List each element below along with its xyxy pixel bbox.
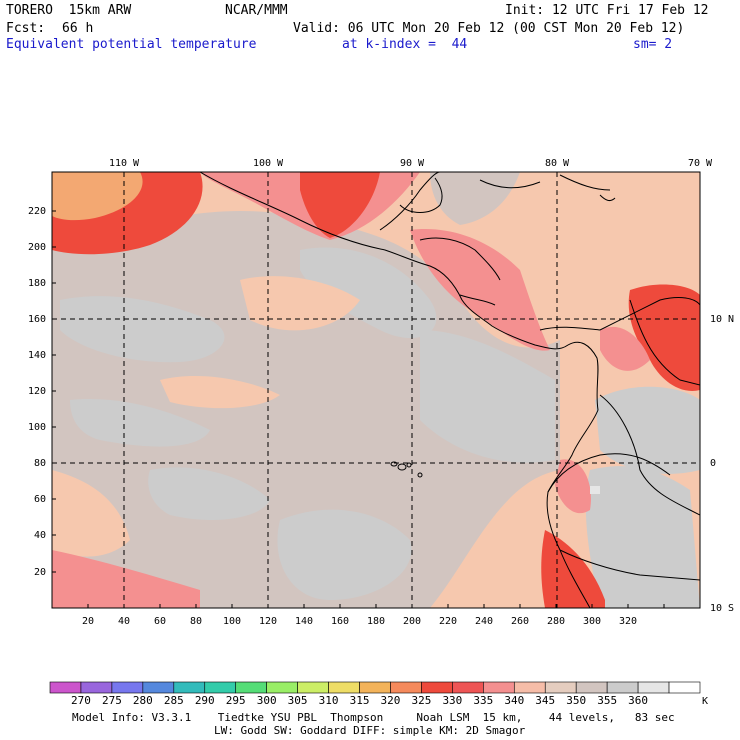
colorbar-label: 300 bbox=[256, 694, 277, 707]
axis-ticks bbox=[52, 210, 665, 608]
colorbar-label: 295 bbox=[225, 694, 246, 707]
organization: NCAR/MMM bbox=[225, 3, 288, 18]
colorbar-label: 285 bbox=[163, 694, 184, 707]
colorbar bbox=[49, 681, 701, 694]
forecast-label: Fcst: bbox=[6, 21, 46, 36]
lon-label: 80 W bbox=[545, 158, 570, 169]
colorbar-swatch bbox=[390, 681, 422, 694]
x-tick-label: 280 bbox=[547, 616, 565, 627]
forecast-hours: 66 h bbox=[62, 21, 94, 36]
y-tick-label: 120 bbox=[28, 386, 46, 397]
colorbar-swatch bbox=[297, 681, 329, 694]
colorbar-swatch bbox=[328, 681, 360, 694]
colorbar-swatch bbox=[142, 681, 175, 694]
colorbar-label: 290 bbox=[194, 694, 215, 707]
colorbar-swatch bbox=[111, 681, 144, 694]
colorbar-label: 275 bbox=[101, 694, 122, 707]
x-tick-label: 80 bbox=[190, 616, 202, 627]
y-tick-label: 100 bbox=[28, 422, 46, 433]
x-tick-label: 260 bbox=[511, 616, 529, 627]
x-tick-label: 160 bbox=[331, 616, 349, 627]
colorbar-swatch bbox=[544, 681, 577, 694]
colorbar-label: 350 bbox=[566, 694, 587, 707]
colorbar-label: 270 bbox=[71, 694, 91, 707]
colorbar-swatch bbox=[421, 681, 453, 694]
colorbar-swatch bbox=[80, 681, 113, 694]
y-tick-label: 200 bbox=[28, 242, 46, 253]
colorbar-swatch bbox=[513, 681, 546, 694]
colorbar-label: 305 bbox=[287, 694, 308, 707]
x-tick-label: 120 bbox=[259, 616, 277, 627]
lon-label: 100 W bbox=[253, 158, 284, 169]
x-tick-label: 40 bbox=[118, 616, 130, 627]
y-tick-label: 160 bbox=[28, 314, 46, 325]
colorbar-label: 360 bbox=[628, 694, 649, 707]
y-tick-label: 180 bbox=[28, 278, 46, 289]
colorbar-label: 340 bbox=[504, 694, 525, 707]
x-axis-labels: 20 40 60 80 100 120 140 160 180 200 220 … bbox=[82, 616, 637, 627]
colorbar-label: 335 bbox=[473, 694, 494, 707]
graticule bbox=[52, 172, 700, 608]
y-tick-label: 140 bbox=[28, 350, 46, 361]
field-name: Equivalent potential temperature bbox=[6, 37, 257, 52]
colorbar-label: 310 bbox=[318, 694, 339, 707]
y-tick-label: 40 bbox=[34, 530, 46, 541]
colorbar-swatch bbox=[483, 681, 515, 694]
colorbar-swatch bbox=[204, 681, 237, 694]
x-tick-label: 300 bbox=[583, 616, 601, 627]
temperature-field bbox=[52, 172, 700, 608]
x-tick-label: 180 bbox=[367, 616, 385, 627]
x-tick-label: 200 bbox=[403, 616, 421, 627]
lat-label: 10 S bbox=[710, 603, 734, 614]
colorbar-label: 325 bbox=[411, 694, 432, 707]
colorbar-label: 345 bbox=[535, 694, 556, 707]
top-longitude-labels: 110 W 100 W 90 W 80 W 70 W bbox=[109, 158, 713, 169]
coastlines bbox=[199, 172, 700, 608]
lon-label: 90 W bbox=[400, 158, 425, 169]
colorbar-swatch bbox=[235, 681, 267, 694]
y-tick-label: 80 bbox=[34, 458, 46, 469]
colorbar-swatch bbox=[452, 681, 484, 694]
colorbar-unit: K bbox=[702, 696, 708, 707]
x-tick-label: 20 bbox=[82, 616, 94, 627]
lat-label: 0 bbox=[710, 458, 716, 469]
colorbar-swatch bbox=[49, 681, 82, 694]
colorbar-swatch bbox=[637, 681, 670, 694]
y-tick-label: 20 bbox=[34, 567, 46, 578]
x-tick-label: 100 bbox=[223, 616, 241, 627]
lon-label: 110 W bbox=[109, 158, 140, 169]
right-latitude-labels: 10 N 0 10 S bbox=[710, 314, 734, 614]
colorbar-swatch bbox=[266, 681, 298, 694]
y-tick-label: 220 bbox=[28, 206, 46, 217]
init-time: Init: 12 UTC Fri 17 Feb 12 bbox=[505, 3, 709, 18]
x-tick-label: 60 bbox=[154, 616, 166, 627]
valid-time: Valid: 06 UTC Mon 20 Feb 12 (00 CST Mon … bbox=[293, 21, 685, 36]
physics-info-line: LW: Godd SW: Goddard DIFF: simple KM: 2D… bbox=[214, 724, 526, 737]
y-axis-labels: 20 40 60 80 100 120 140 160 180 200 220 bbox=[28, 206, 46, 578]
colorbar-label: 320 bbox=[380, 694, 401, 707]
lat-label: 10 N bbox=[710, 314, 734, 325]
colorbar-swatch bbox=[575, 681, 608, 694]
model-info-line: Model Info: V3.3.1 Tiedtke YSU PBL Thomp… bbox=[72, 711, 675, 724]
colorbar-swatch bbox=[606, 681, 639, 694]
x-tick-label: 320 bbox=[619, 616, 637, 627]
y-tick-label: 60 bbox=[34, 494, 46, 505]
x-tick-label: 220 bbox=[439, 616, 457, 627]
colorbar-swatch bbox=[359, 681, 391, 694]
model-name: TORERO 15km ARW bbox=[6, 3, 132, 18]
colorbar-label: 315 bbox=[349, 694, 370, 707]
lon-label: 70 W bbox=[688, 158, 713, 169]
smoothing-info: sm= 2 bbox=[633, 37, 673, 52]
x-tick-label: 140 bbox=[295, 616, 313, 627]
level-info: at k-index = 44 bbox=[342, 37, 468, 52]
colorbar-label: 280 bbox=[132, 694, 153, 707]
colorbar-swatch bbox=[668, 681, 701, 694]
colorbar-label: 330 bbox=[442, 694, 463, 707]
x-tick-label: 240 bbox=[475, 616, 493, 627]
colorbar-label: 355 bbox=[597, 694, 618, 707]
colorbar-swatch bbox=[173, 681, 206, 694]
